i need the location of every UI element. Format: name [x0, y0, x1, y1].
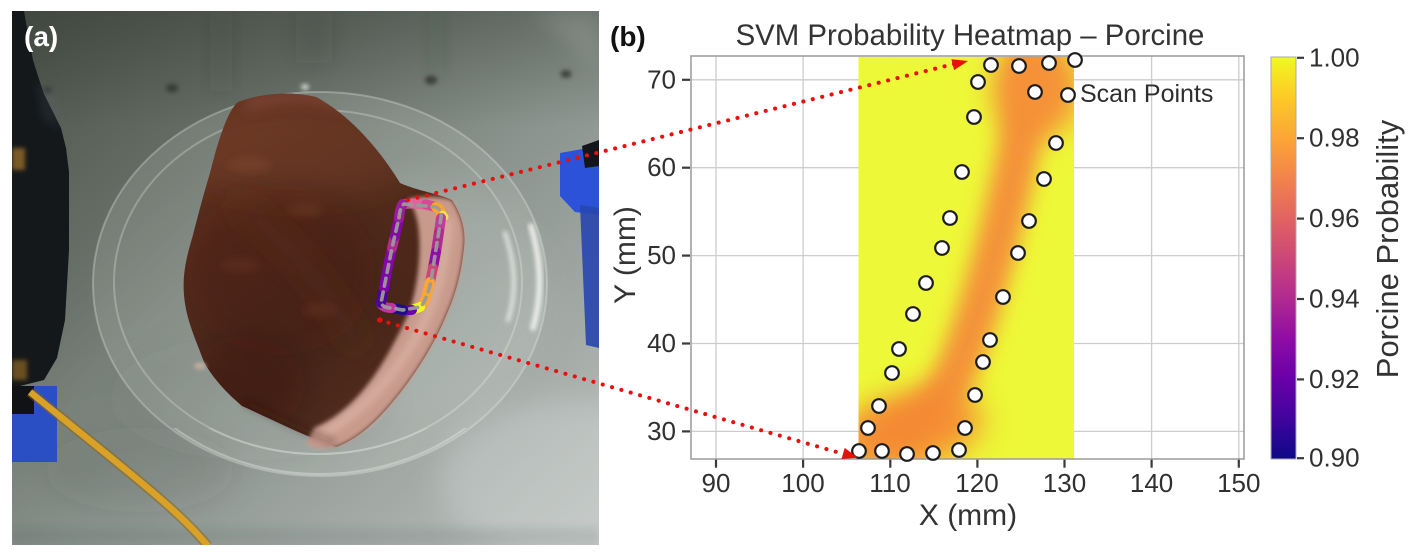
svg-text:110: 110 — [869, 468, 910, 498]
svg-text:(b): (b) — [610, 21, 646, 52]
svg-text:50: 50 — [647, 240, 676, 270]
svg-text:Scan Points: Scan Points — [1080, 80, 1213, 108]
svg-text:0.90: 0.90 — [1309, 443, 1360, 473]
svg-text:40: 40 — [647, 328, 676, 358]
svg-text:0.96: 0.96 — [1309, 203, 1360, 233]
svg-text:(a): (a) — [24, 21, 58, 52]
svg-text:150: 150 — [1217, 468, 1260, 498]
svg-text:90: 90 — [702, 468, 731, 498]
svg-text:0.98: 0.98 — [1309, 123, 1360, 153]
svg-text:Porcine Probability: Porcine Probability — [1370, 119, 1405, 378]
svg-text:130: 130 — [1043, 468, 1086, 498]
svg-text:0.94: 0.94 — [1309, 284, 1360, 314]
svg-text:140: 140 — [1130, 468, 1173, 498]
svg-text:Y (mm): Y (mm) — [609, 206, 642, 304]
svg-text:SVM Probability Heatmap – Porc: SVM Probability Heatmap – Porcine — [736, 19, 1205, 52]
svg-text:100: 100 — [781, 468, 824, 498]
svg-text:60: 60 — [647, 152, 676, 182]
svg-text:X (mm): X (mm) — [919, 499, 1017, 532]
svg-text:120: 120 — [955, 468, 998, 498]
svg-text:1.00: 1.00 — [1309, 42, 1360, 72]
svg-text:0.92: 0.92 — [1309, 364, 1360, 394]
svg-text:30: 30 — [647, 416, 676, 446]
svg-text:70: 70 — [647, 64, 676, 94]
